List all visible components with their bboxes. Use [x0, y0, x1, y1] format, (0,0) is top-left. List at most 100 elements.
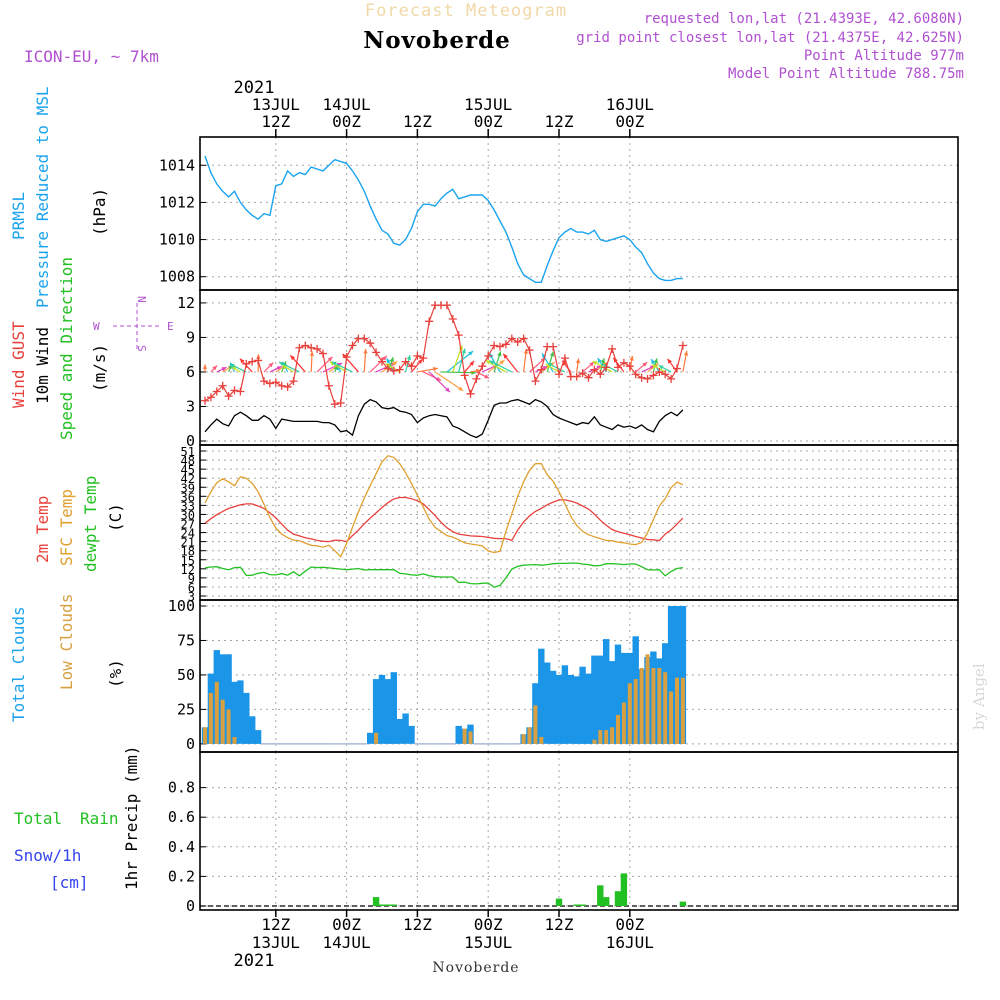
cm-label: [cm]: [50, 873, 89, 892]
wind-arrow-head: [629, 355, 634, 361]
y-tick-label: 0.8: [168, 779, 195, 797]
gust-marker: [602, 363, 611, 372]
total-cloud-bar: [219, 654, 226, 744]
total-cloud-bar: [367, 732, 374, 744]
gust-marker: [265, 379, 274, 388]
wind-line: [204, 398, 684, 439]
gust-marker: [395, 365, 404, 374]
gust-marker: [525, 346, 534, 355]
gust-marker: [378, 357, 386, 366]
gust-marker: [248, 357, 257, 366]
y-tick-label: 1014: [159, 156, 195, 174]
total-cloud-bar: [567, 674, 574, 744]
wind-arrow-head: [523, 349, 528, 354]
wind-arrow-head: [331, 361, 337, 366]
low-cloud-bar: [462, 728, 467, 744]
precip-unit: 1hr Precip (mm): [122, 746, 141, 891]
total-cloud-bar: [249, 716, 256, 744]
total-cloud-bar: [591, 655, 598, 744]
low-cloud-bar: [604, 730, 609, 744]
low-cloud-bar: [598, 730, 603, 744]
requested-coords: requested lon,lat (21.4393E, 42.6080N): [644, 11, 964, 27]
y-tick-label: 0: [186, 897, 195, 915]
prmsl-label: PRMSL: [9, 192, 28, 240]
total-cloud-bar: [579, 666, 586, 744]
bottom-date-label: 16JUL: [606, 933, 654, 952]
low-cloud-bar: [633, 679, 638, 744]
wind-arrow-head: [363, 348, 368, 354]
model-label: ICON-EU, ~ 7km: [24, 47, 159, 66]
y-tick-label: 3: [188, 590, 195, 604]
gust-marker: [631, 370, 640, 379]
top-hour-label: 12Z: [261, 112, 290, 131]
wind-dir-label: Speed and Direction: [57, 257, 76, 440]
gust-marker: [319, 349, 327, 358]
low-cloud-bar: [539, 737, 544, 744]
gust-marker: [271, 378, 280, 387]
bottom-location: Novoberde: [432, 960, 519, 976]
wind-arrow-head: [658, 365, 664, 370]
wind-arrow-head: [417, 359, 423, 364]
rain-bar: [597, 885, 604, 906]
wind-arrow-head: [433, 366, 438, 372]
gust-marker: [560, 354, 569, 363]
y-tick-label: 21: [181, 536, 195, 550]
gust-marker: [549, 342, 558, 351]
wind-unit: (m/s): [90, 344, 109, 392]
wind-arrow-head: [461, 348, 466, 354]
low-cloud-bar: [592, 739, 597, 744]
total-cloud-bar: [225, 654, 232, 744]
low-cloud-bar: [374, 732, 379, 744]
y-tick-label: 1010: [159, 231, 195, 249]
total-cloud-bar: [608, 661, 616, 744]
total-cloud-bar: [237, 680, 244, 744]
low-cloud-bar: [627, 683, 632, 744]
gust-marker: [425, 317, 434, 326]
gust-marker: [360, 334, 369, 343]
y-tick-label: 0: [186, 432, 195, 450]
rain-bar: [390, 904, 397, 906]
rain-bar: [679, 901, 687, 906]
bottom-date-label: 15JUL: [464, 933, 512, 952]
low-cloud-bar: [610, 727, 615, 744]
top-date-label: 16JUL: [606, 95, 654, 114]
wind-arrow-head: [406, 355, 411, 360]
gust-marker: [201, 396, 209, 405]
gust-marker: [519, 334, 528, 343]
gust-marker: [348, 341, 357, 350]
gust-marker: [389, 366, 398, 375]
total-cloud-bar: [390, 672, 397, 744]
y-tick-label: 1012: [159, 193, 195, 211]
y-tick-label: 6: [188, 581, 195, 595]
y-tick-label: 0.4: [168, 838, 195, 856]
compass-n: N: [135, 296, 148, 303]
wind-arrow-head: [497, 351, 502, 357]
total-cloud-bar: [455, 725, 462, 744]
gust-marker: [236, 387, 245, 396]
gust-marker: [419, 354, 428, 363]
gust-marker: [531, 377, 540, 386]
rain-bar: [614, 891, 622, 906]
gust-marker: [661, 370, 670, 379]
y-tick-label: 33: [181, 499, 195, 513]
rain-label: Rain: [80, 809, 119, 828]
low-cloud-bar: [533, 705, 538, 744]
wind-arrow-head: [468, 351, 474, 356]
wind-arrow-head: [382, 355, 387, 361]
panel-frame: [199, 136, 959, 291]
gust-marker: [637, 373, 646, 382]
low-cloud-bar: [468, 731, 473, 744]
pressure-unit: (hPa): [90, 188, 109, 236]
low-cloud-bar: [680, 677, 685, 744]
gust-marker: [260, 377, 268, 386]
chart-title: Forecast Meteogram: [365, 1, 567, 21]
gust-marker: [572, 372, 581, 381]
temp-unit: (C): [106, 503, 125, 532]
low-clouds-label: Low Clouds: [57, 594, 76, 690]
y-tick-label: 50: [177, 666, 195, 684]
total-cloud-bar: [402, 713, 409, 744]
total-clouds-label: Total Clouds: [9, 606, 28, 722]
y-tick-label: 24: [181, 527, 195, 541]
y-tick-label: 6: [186, 363, 195, 381]
gust-marker: [407, 362, 416, 371]
